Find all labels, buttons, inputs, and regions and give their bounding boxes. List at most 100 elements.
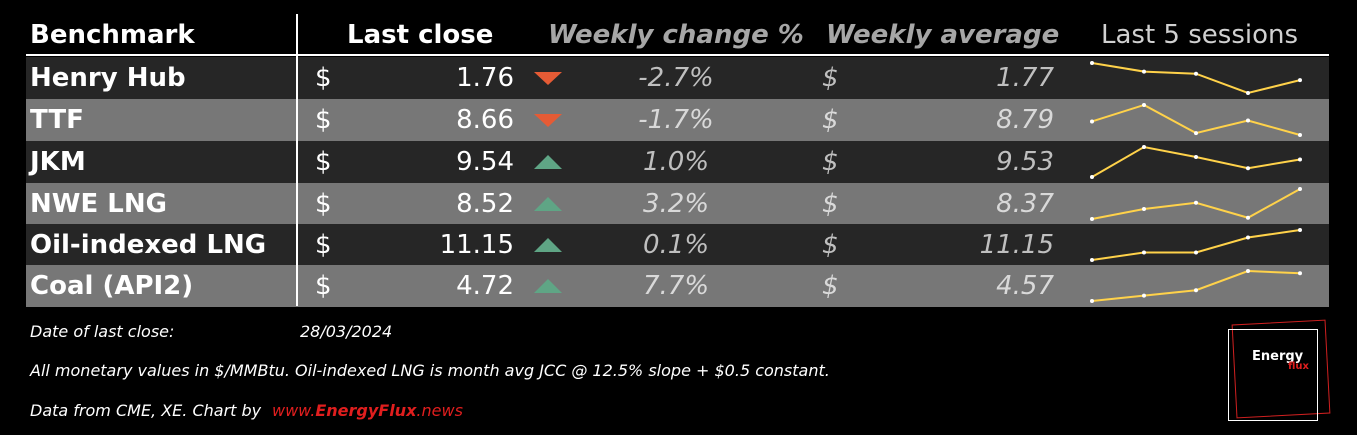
weekly-change-value: -1.7% (638, 105, 714, 135)
weekly-change-value: 1.0% (642, 147, 710, 177)
source-note: Data from CME, XE. Chart by (30, 401, 262, 420)
sparkline-point (1090, 217, 1094, 221)
table-row: TTF $8.66 -1.7% $8.79 (26, 99, 1329, 141)
weekly-average-value: 4.57 (996, 271, 1054, 301)
table-row: Henry Hub $1.76 -2.7% $1.77 (26, 57, 1329, 99)
last-close-value: 1.76 (456, 63, 514, 93)
sparkline (1090, 61, 1302, 95)
benchmark-name: JKM (30, 147, 86, 177)
avg-currency-symbol: $ (822, 271, 839, 301)
sparkline-point (1298, 78, 1302, 83)
benchmark-name: Henry Hub (30, 63, 186, 93)
table-header: Benchmark Last close Weekly change % Wee… (0, 14, 1357, 54)
avg-currency-symbol: $ (822, 105, 839, 135)
logo-text-energy: Energy (1252, 349, 1304, 364)
sparkline-point (1194, 288, 1198, 293)
sparkline-point (1298, 133, 1302, 137)
sparkline (1090, 269, 1302, 303)
sparkline-point (1246, 91, 1250, 95)
header-weekly-average: Weekly average (826, 20, 1060, 50)
triangle-up-icon (534, 197, 562, 211)
sparkline-point (1090, 119, 1094, 124)
last-close-value: 11.15 (439, 230, 514, 260)
benchmark-name: NWE LNG (30, 189, 167, 219)
logo-text-flux: flux (1288, 361, 1309, 372)
weekly-average-value: 9.53 (996, 147, 1054, 177)
table-row: Coal (API2) $4.72 7.7% $4.57 (26, 265, 1329, 307)
triangle-down-icon (534, 114, 562, 127)
table-row: JKM $9.54 1.0% $9.53 (26, 141, 1329, 183)
sparkline-point (1246, 166, 1250, 171)
benchmark-name: Coal (API2) (30, 271, 194, 301)
link-prefix: www. (272, 401, 316, 420)
sparkline-point (1090, 299, 1094, 303)
benchmark-name: TTF (30, 105, 84, 135)
weekly-average-value: 1.77 (996, 63, 1054, 93)
units-note: All monetary values in $/MMBtu. Oil-inde… (30, 361, 830, 380)
last-close-value: 9.54 (456, 147, 514, 177)
sparkline-point (1142, 103, 1146, 107)
benchmark-name: Oil-indexed LNG (30, 230, 267, 260)
last-close-value: 8.66 (456, 105, 514, 135)
sparkline (1090, 187, 1302, 221)
sparkline-point (1090, 258, 1094, 262)
triangle-up-icon (534, 238, 562, 252)
sparkline-point (1246, 269, 1250, 273)
sparkline-point (1142, 145, 1146, 149)
date-label: Date of last close: (30, 322, 175, 341)
column-divider (296, 14, 298, 306)
table-row: NWE LNG $8.52 3.2% $8.37 (26, 183, 1329, 225)
triangle-down-icon (534, 72, 562, 85)
sparkline-point (1142, 250, 1146, 255)
sparkline-point (1194, 250, 1198, 255)
sparkline (1090, 103, 1302, 137)
header-divider (26, 54, 1329, 56)
weekly-average-value: 8.37 (996, 189, 1054, 219)
sparkline-point (1298, 228, 1302, 232)
energyflux-link[interactable]: www.EnergyFlux.news (272, 401, 463, 420)
sparkline-point (1298, 187, 1302, 191)
currency-symbol: $ (315, 147, 332, 177)
sparkline-point (1298, 157, 1302, 162)
weekly-change-value: 0.1% (642, 230, 710, 260)
weekly-change-value: -2.7% (638, 63, 714, 93)
sparkline-point (1142, 207, 1146, 211)
sparkline-point (1246, 215, 1250, 220)
sparkline-point (1194, 131, 1198, 136)
sparkline-point (1142, 69, 1146, 74)
header-last-close: Last close (347, 20, 494, 50)
last-close-value: 8.52 (456, 189, 514, 219)
sparkline-point (1194, 155, 1198, 159)
header-weekly-change: Weekly change % (548, 20, 804, 50)
currency-symbol: $ (315, 271, 332, 301)
triangle-up-icon (534, 279, 562, 293)
currency-symbol: $ (315, 189, 332, 219)
sparkline (1090, 145, 1302, 179)
sparkline-line (1091, 269, 1301, 302)
sparkline-line (1091, 62, 1301, 95)
avg-currency-symbol: $ (822, 189, 839, 219)
sparkline-point (1090, 61, 1094, 65)
link-brand: EnergyFlux (315, 401, 417, 420)
sparkline-line (1091, 145, 1301, 178)
last-close-value: 4.72 (456, 271, 514, 301)
sparkline-line (1091, 103, 1301, 136)
avg-currency-symbol: $ (822, 147, 839, 177)
currency-symbol: $ (315, 230, 332, 260)
weekly-change-value: 3.2% (642, 189, 710, 219)
avg-currency-symbol: $ (822, 63, 839, 93)
link-suffix: .news (416, 401, 463, 420)
triangle-up-icon (534, 155, 562, 169)
sparkline-point (1246, 235, 1250, 240)
weekly-change-value: 7.7% (642, 271, 710, 301)
header-last-5-sessions: Last 5 sessions (1101, 20, 1299, 50)
sparkline-point (1194, 71, 1198, 76)
sparkline-point (1194, 200, 1198, 205)
date-value: 28/03/2024 (300, 322, 393, 341)
header-benchmark: Benchmark (30, 20, 195, 50)
avg-currency-symbol: $ (822, 230, 839, 260)
sparkline-point (1090, 175, 1094, 179)
sparkline-point (1298, 271, 1302, 276)
weekly-average-value: 8.79 (996, 105, 1054, 135)
sparkline-point (1142, 293, 1146, 298)
